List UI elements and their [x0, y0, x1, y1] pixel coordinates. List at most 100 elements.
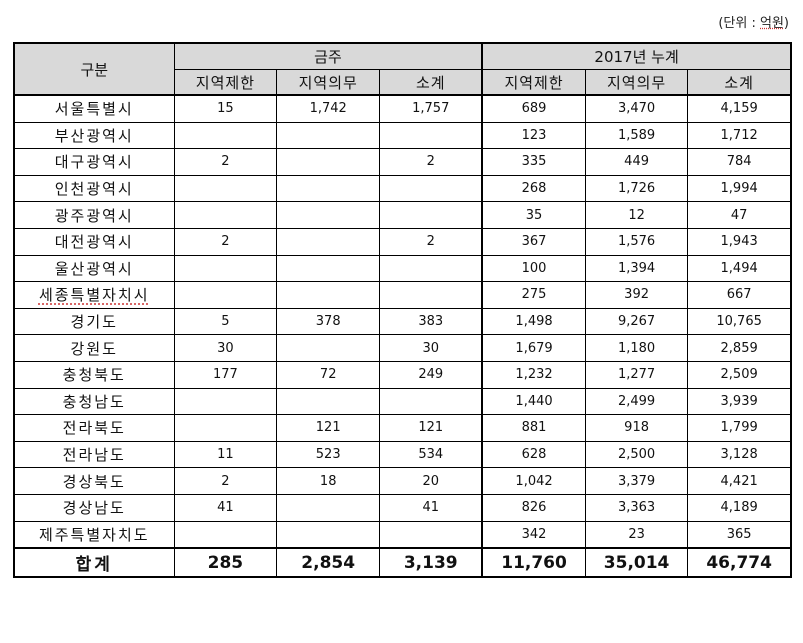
value-cell — [276, 227, 381, 256]
unit-note: (단위 : 억원) — [718, 12, 789, 31]
value-cell — [276, 121, 381, 150]
region-name: 제주특별자치도 — [13, 520, 175, 549]
value-cell — [276, 493, 381, 522]
value-cell: 335 — [481, 148, 586, 176]
value-cell: 41 — [379, 493, 484, 522]
region-label: 경상남도 — [62, 499, 126, 518]
region-name: 세종특별자치시 — [13, 281, 175, 309]
value-cell: 449 — [584, 148, 689, 176]
value-cell: 2 — [173, 227, 278, 256]
value-cell: 72 — [276, 360, 381, 389]
value-cell: 100 — [481, 254, 586, 283]
value-cell: 121 — [276, 414, 381, 442]
table-row: 인천광역시 268 1,726 1,994 — [13, 174, 792, 203]
value-cell: 47 — [687, 201, 792, 229]
region-label: 충청남도 — [62, 392, 126, 411]
table-row: 충청남도 1,440 2,499 3,939 — [13, 387, 792, 416]
value-cell: 121 — [379, 414, 484, 442]
value-cell — [276, 387, 381, 416]
value-cell — [379, 387, 484, 416]
value-cell: 123 — [481, 121, 586, 150]
value-cell: 3,128 — [687, 440, 792, 469]
value-cell: 2,500 — [584, 440, 689, 469]
value-cell: 523 — [276, 440, 381, 469]
regional-contract-table: 구분 금주 2017년 누계 지역제한 지역의무 소계 지역제한 지역의무 소계… — [13, 42, 792, 579]
value-cell: 249 — [379, 360, 484, 389]
value-cell — [173, 201, 278, 229]
value-cell — [173, 281, 278, 309]
value-cell: 2,859 — [687, 334, 792, 362]
value-cell: 12 — [584, 201, 689, 229]
value-cell: 1,943 — [687, 227, 792, 256]
value-cell: 784 — [687, 148, 792, 176]
value-cell: 3,939 — [687, 387, 792, 416]
value-cell: 35 — [481, 201, 586, 229]
value-cell: 1,757 — [379, 94, 484, 123]
value-cell — [379, 174, 484, 203]
table-row: 세종특별자치시 275 392 667 — [13, 281, 792, 309]
region-name: 서울특별시 — [13, 94, 175, 123]
value-cell: 2 — [173, 467, 278, 495]
value-cell: 918 — [584, 414, 689, 442]
value-cell: 1,498 — [481, 307, 586, 336]
total-row: 합계 285 2,854 3,139 11,760 35,014 46,774 — [13, 547, 792, 578]
value-cell: 1,576 — [584, 227, 689, 256]
value-cell — [379, 281, 484, 309]
region-label: 대구광역시 — [54, 153, 134, 172]
value-cell — [276, 254, 381, 283]
region-label: 전라북도 — [62, 419, 126, 438]
region-name: 경기도 — [13, 307, 175, 336]
region-name: 울산광역시 — [13, 254, 175, 283]
value-cell — [379, 121, 484, 150]
value-cell: 2 — [173, 148, 278, 176]
table-row: 충청북도 177 72 249 1,232 1,277 2,509 — [13, 360, 792, 389]
region-label: 부산광역시 — [54, 126, 134, 145]
header-category: 구분 — [13, 42, 175, 96]
value-cell: 392 — [584, 281, 689, 309]
value-cell: 1,742 — [276, 94, 381, 123]
region-name: 인천광역시 — [13, 174, 175, 203]
value-cell: 1,232 — [481, 360, 586, 389]
table-row: 광주광역시 35 12 47 — [13, 201, 792, 229]
region-label: 세종특별자치시 — [38, 286, 150, 305]
region-label: 경상북도 — [62, 472, 126, 491]
value-cell — [276, 201, 381, 229]
region-label: 충청북도 — [62, 366, 126, 385]
value-cell: 342 — [481, 520, 586, 549]
value-cell: 4,159 — [687, 94, 792, 123]
value-cell: 4,189 — [687, 493, 792, 522]
value-cell — [276, 334, 381, 362]
total-cell: 285 — [173, 547, 278, 578]
region-label: 울산광역시 — [54, 259, 134, 278]
table-row: 경상남도 41 41 826 3,363 4,189 — [13, 493, 792, 522]
value-cell — [276, 281, 381, 309]
value-cell: 20 — [379, 467, 484, 495]
value-cell: 2 — [379, 227, 484, 256]
table-row: 제주특별자치도 342 23 365 — [13, 520, 792, 549]
subheader-cell: 소계 — [379, 69, 484, 96]
table-row: 경기도 5 378 383 1,498 9,267 10,765 — [13, 307, 792, 336]
region-name: 부산광역시 — [13, 121, 175, 150]
value-cell: 3,379 — [584, 467, 689, 495]
table-row: 울산광역시 100 1,394 1,494 — [13, 254, 792, 283]
table-row: 서울특별시 15 1,742 1,757 689 3,470 4,159 — [13, 94, 792, 123]
region-label: 경기도 — [70, 313, 118, 332]
value-cell — [379, 201, 484, 229]
value-cell: 23 — [584, 520, 689, 549]
unit-note-suffix: ) — [783, 16, 789, 31]
value-cell: 1,494 — [687, 254, 792, 283]
value-cell: 2 — [379, 148, 484, 176]
value-cell: 10,765 — [687, 307, 792, 336]
subheader-cell: 지역의무 — [584, 69, 689, 96]
value-cell: 1,726 — [584, 174, 689, 203]
total-cell: 46,774 — [687, 547, 792, 578]
region-name: 광주광역시 — [13, 201, 175, 229]
table-row: 대구광역시 2 2 335 449 784 — [13, 148, 792, 176]
value-cell — [276, 148, 381, 176]
value-cell: 365 — [687, 520, 792, 549]
value-cell: 5 — [173, 307, 278, 336]
region-label: 제주특별자치도 — [38, 525, 150, 544]
value-cell: 11 — [173, 440, 278, 469]
value-cell: 689 — [481, 94, 586, 123]
value-cell — [276, 174, 381, 203]
